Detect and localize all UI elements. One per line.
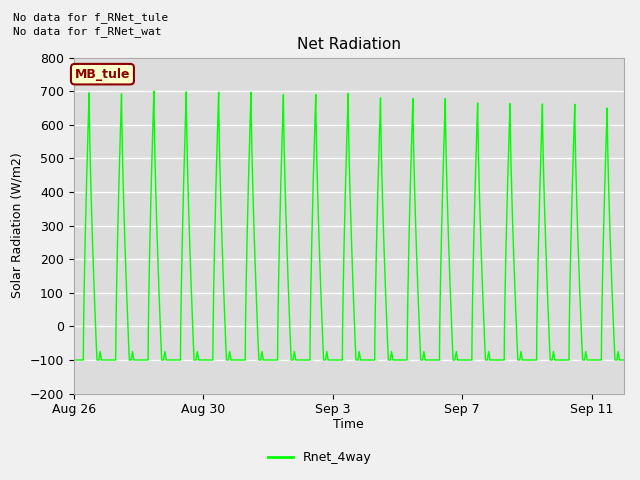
Text: MB_tule: MB_tule: [75, 68, 130, 81]
Y-axis label: Solar Radiation (W/m2): Solar Radiation (W/m2): [11, 153, 24, 299]
Text: No data for f_RNet_tule: No data for f_RNet_tule: [13, 12, 168, 23]
Title: Net Radiation: Net Radiation: [297, 37, 401, 52]
Legend: Rnet_4way: Rnet_4way: [263, 446, 377, 469]
Text: No data for f_RNet_wat: No data for f_RNet_wat: [13, 26, 161, 37]
X-axis label: Time: Time: [333, 418, 364, 431]
